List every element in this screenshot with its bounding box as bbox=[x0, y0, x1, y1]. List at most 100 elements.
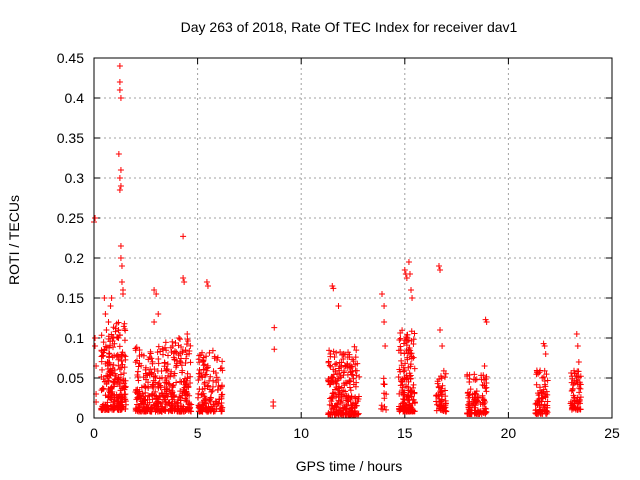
data-point bbox=[110, 344, 117, 351]
data-point bbox=[183, 351, 190, 358]
data-point bbox=[208, 388, 215, 395]
data-point bbox=[214, 356, 221, 363]
data-point bbox=[206, 349, 213, 356]
data-point bbox=[378, 405, 385, 412]
data-point bbox=[109, 354, 116, 361]
data-point bbox=[198, 369, 205, 376]
data-point bbox=[103, 327, 110, 333]
data-point bbox=[110, 383, 117, 390]
data-point bbox=[339, 410, 346, 417]
data-point bbox=[437, 327, 444, 333]
data-point bbox=[326, 362, 333, 369]
data-point bbox=[353, 347, 360, 354]
data-point bbox=[471, 371, 478, 378]
data-point bbox=[102, 311, 109, 317]
data-point bbox=[104, 359, 111, 365]
data-point bbox=[536, 407, 543, 414]
data-point bbox=[397, 403, 404, 410]
data-point bbox=[380, 375, 387, 382]
data-point bbox=[349, 404, 356, 411]
data-point bbox=[435, 263, 442, 269]
data-point bbox=[169, 343, 176, 349]
data-point bbox=[153, 406, 160, 413]
data-point bbox=[181, 388, 188, 395]
data-point bbox=[403, 336, 410, 343]
data-point bbox=[145, 392, 152, 399]
data-point bbox=[403, 275, 410, 281]
data-point bbox=[181, 279, 188, 285]
data-point bbox=[395, 347, 402, 354]
data-point bbox=[347, 369, 354, 376]
data-point bbox=[403, 342, 410, 349]
data-point bbox=[183, 377, 190, 384]
data-point bbox=[195, 377, 202, 384]
data-point bbox=[383, 391, 390, 398]
y-axis-label: ROTI / TECUs bbox=[6, 195, 22, 285]
data-point bbox=[401, 367, 408, 374]
y-tick-label: 0.3 bbox=[65, 170, 85, 186]
data-point bbox=[337, 398, 344, 405]
data-point bbox=[405, 259, 412, 265]
data-point bbox=[115, 326, 122, 333]
y-tick-label: 0.45 bbox=[57, 50, 84, 66]
data-point bbox=[187, 342, 194, 349]
data-point bbox=[355, 395, 362, 402]
data-point bbox=[92, 335, 99, 341]
data-point bbox=[577, 381, 584, 388]
data-point bbox=[542, 394, 549, 401]
data-point bbox=[330, 348, 337, 355]
data-point bbox=[437, 373, 444, 380]
data-point bbox=[570, 392, 577, 399]
data-point bbox=[154, 349, 161, 356]
data-point bbox=[117, 371, 124, 378]
data-point bbox=[400, 368, 407, 375]
data-point bbox=[327, 351, 334, 358]
data-point bbox=[536, 401, 543, 408]
data-point bbox=[378, 402, 385, 409]
data-point bbox=[116, 79, 123, 85]
data-point bbox=[171, 406, 178, 413]
data-point bbox=[401, 396, 408, 403]
data-point bbox=[112, 325, 119, 332]
data-point bbox=[339, 399, 346, 406]
data-point bbox=[119, 349, 126, 356]
data-point bbox=[157, 348, 164, 355]
data-point bbox=[381, 395, 388, 402]
data-point bbox=[571, 405, 578, 412]
data-point bbox=[133, 387, 140, 394]
data-point bbox=[144, 407, 151, 414]
data-point bbox=[169, 396, 176, 403]
data-point bbox=[434, 380, 441, 387]
data-point bbox=[202, 405, 209, 412]
data-point bbox=[401, 267, 408, 273]
data-point bbox=[99, 352, 106, 359]
data-point bbox=[330, 366, 337, 373]
data-point bbox=[439, 382, 446, 389]
data-point bbox=[399, 327, 406, 334]
data-point bbox=[200, 362, 207, 369]
data-point bbox=[328, 374, 335, 381]
data-point bbox=[536, 409, 543, 416]
data-point bbox=[344, 371, 351, 378]
data-point bbox=[398, 362, 405, 369]
data-point bbox=[466, 375, 473, 382]
data-point bbox=[121, 337, 128, 344]
data-points bbox=[91, 63, 584, 418]
data-point bbox=[479, 382, 486, 389]
data-point bbox=[397, 335, 404, 342]
data-point bbox=[200, 358, 207, 365]
data-point bbox=[102, 343, 109, 350]
data-point bbox=[160, 351, 167, 358]
data-point bbox=[346, 384, 353, 391]
data-point bbox=[382, 343, 389, 349]
y-tick-label: 0.05 bbox=[57, 370, 84, 386]
data-point bbox=[410, 354, 417, 361]
data-point bbox=[541, 367, 548, 374]
data-point bbox=[117, 183, 124, 189]
y-tick-label: 0.25 bbox=[57, 210, 84, 226]
data-point bbox=[404, 356, 411, 363]
data-point bbox=[332, 376, 339, 383]
data-point bbox=[410, 381, 417, 388]
data-point bbox=[108, 295, 115, 301]
data-point bbox=[410, 340, 417, 347]
